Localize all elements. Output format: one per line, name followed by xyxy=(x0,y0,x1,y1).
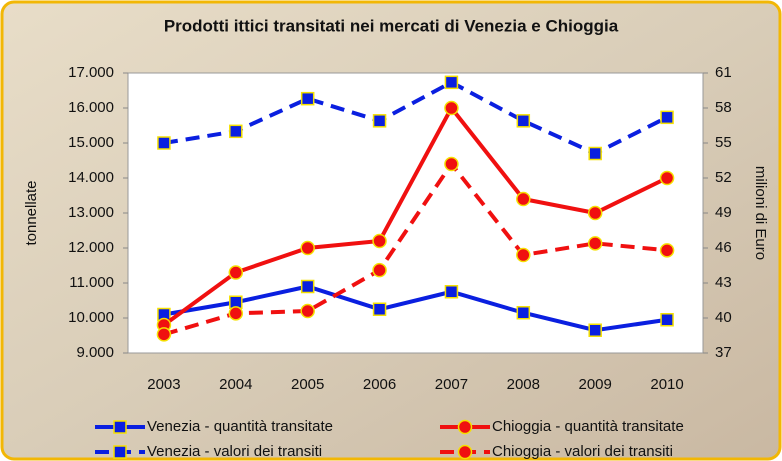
data-point xyxy=(445,102,458,115)
data-point xyxy=(373,264,386,277)
legend-label: Chioggia - quantità transitate xyxy=(492,418,684,435)
y2-tick-label: 37 xyxy=(715,344,732,361)
x-tick-label: 2005 xyxy=(291,376,324,393)
y-tick-label: 10.000 xyxy=(68,309,114,326)
y2-tick-label: 46 xyxy=(715,239,732,256)
data-point xyxy=(661,314,673,326)
data-point xyxy=(517,249,530,262)
legend-marker xyxy=(459,421,472,434)
data-point xyxy=(302,93,314,105)
legend-label: Venezia - quantità transitate xyxy=(147,418,333,435)
y-tick-label: 17.000 xyxy=(68,64,114,81)
data-point xyxy=(157,328,170,341)
legend-label: Venezia - valori dei transiti xyxy=(147,443,322,460)
data-point xyxy=(229,266,242,279)
x-tick-label: 2004 xyxy=(219,376,252,393)
legend-marker xyxy=(114,446,126,458)
y-tick-label: 14.000 xyxy=(68,169,114,186)
data-point xyxy=(301,242,314,255)
y-tick-label: 15.000 xyxy=(68,134,114,151)
x-tick-label: 2009 xyxy=(579,376,612,393)
data-point xyxy=(589,237,602,250)
data-point xyxy=(661,111,673,123)
data-point xyxy=(445,286,457,298)
legend-marker xyxy=(114,421,126,433)
y-tick-label: 12.000 xyxy=(68,239,114,256)
data-point xyxy=(589,207,602,220)
y2-tick-label: 61 xyxy=(715,64,732,81)
y-tick-label: 16.000 xyxy=(68,99,114,116)
y2-tick-label: 55 xyxy=(715,134,732,151)
x-tick-label: 2006 xyxy=(363,376,396,393)
x-tick-label: 2003 xyxy=(147,376,180,393)
y-axis-label: tonnellate xyxy=(23,180,40,245)
data-point xyxy=(517,193,530,206)
data-point xyxy=(589,148,601,160)
y2-tick-label: 58 xyxy=(715,99,732,116)
legend-marker xyxy=(459,446,472,459)
data-point xyxy=(661,244,674,257)
data-point xyxy=(301,305,314,318)
data-point xyxy=(302,281,314,293)
plot-area xyxy=(128,73,703,353)
data-point xyxy=(374,303,386,315)
data-point xyxy=(445,158,458,171)
chart-title: Prodotti ittici transitati nei mercati d… xyxy=(164,16,619,35)
y-tick-label: 11.000 xyxy=(69,274,114,291)
data-point xyxy=(661,172,674,185)
data-point xyxy=(373,235,386,248)
y2-axis-label: milioni di Euro xyxy=(752,166,769,260)
x-tick-label: 2010 xyxy=(650,376,683,393)
legend-label: Chioggia - valori dei transiti xyxy=(492,443,673,460)
x-tick-label: 2008 xyxy=(507,376,540,393)
y2-tick-label: 49 xyxy=(715,204,732,221)
data-point xyxy=(374,115,386,127)
y2-tick-label: 43 xyxy=(715,274,732,291)
data-point xyxy=(445,76,457,88)
data-point xyxy=(517,307,529,319)
data-point xyxy=(158,137,170,149)
y-tick-label: 13.000 xyxy=(68,204,114,221)
chart: Prodotti ittici transitati nei mercati d… xyxy=(0,0,782,461)
data-point xyxy=(517,115,529,127)
y-tick-label: 9.000 xyxy=(76,344,114,361)
y2-tick-label: 52 xyxy=(715,169,732,186)
x-tick-label: 2007 xyxy=(435,376,468,393)
y2-tick-label: 40 xyxy=(715,309,732,326)
data-point xyxy=(229,307,242,320)
data-point xyxy=(589,324,601,336)
data-point xyxy=(230,125,242,137)
